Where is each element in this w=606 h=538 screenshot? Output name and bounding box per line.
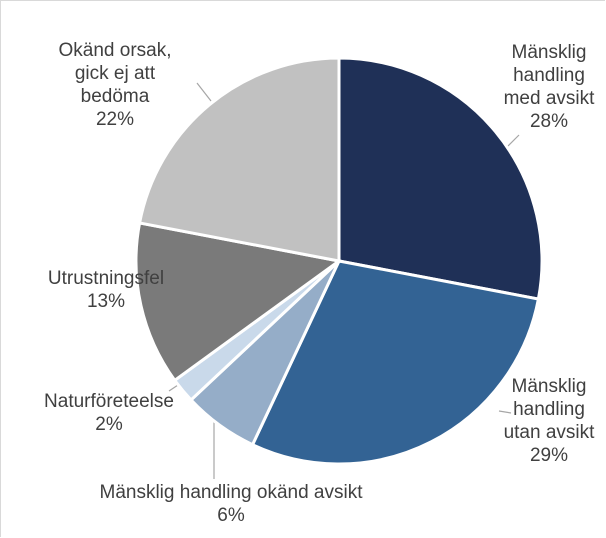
slice-label: Naturföreteelse 2% (19, 390, 199, 436)
value-label: 13% (86, 291, 126, 312)
leader-line (498, 410, 512, 414)
pie-slice (250, 259, 541, 466)
category-label: Okänd orsak, gick ej att bedöma (58, 40, 172, 107)
value-label: 22% (95, 109, 135, 130)
category-label: Utrustningsfel (47, 268, 165, 289)
pie-slice (137, 56, 341, 263)
leader-line (506, 134, 520, 148)
slices (134, 56, 544, 466)
value-label: 28% (529, 111, 569, 132)
slice-label: Okänd orsak, gick ej att bedöma 22% (49, 39, 181, 131)
value-label: 29% (529, 445, 569, 466)
category-label: Mänsklig handling utan avsikt (503, 376, 595, 443)
slice-label: Mänsklig handling med avsikt 28% (503, 41, 595, 133)
value-label: 6% (217, 505, 245, 526)
pie-slice (337, 56, 544, 301)
category-label: Mänsklig handling med avsikt (503, 42, 595, 109)
slice-label: Mänsklig handling utan avsikt 29% (503, 375, 595, 467)
slice-label: Mänsklig handling okänd avsikt 6% (41, 481, 421, 527)
category-label: Mänsklig handling okänd avsikt (99, 482, 363, 503)
category-label: Naturföreteelse (44, 391, 174, 412)
slice-label: Utrustningsfel 13% (26, 267, 186, 313)
pie-slice (134, 221, 343, 383)
leader-line (196, 82, 212, 102)
value-label: 2% (95, 414, 123, 435)
